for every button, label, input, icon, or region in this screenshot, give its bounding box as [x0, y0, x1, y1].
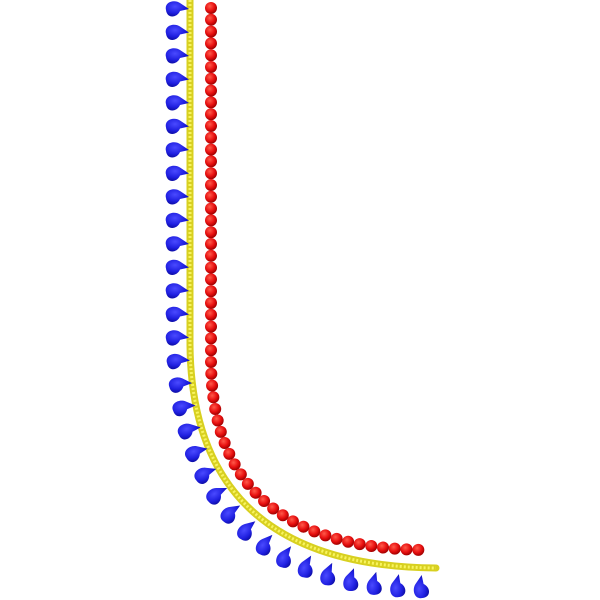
red-bead — [205, 332, 217, 345]
red-bead — [241, 477, 254, 490]
red-bead — [205, 344, 217, 357]
red-bead — [205, 190, 217, 203]
blue-teardrop — [165, 1, 189, 17]
blue-teardrop — [297, 555, 313, 578]
red-bead — [205, 143, 218, 156]
red-bead — [377, 541, 390, 554]
red-bead — [228, 458, 241, 471]
red-bead — [209, 402, 222, 415]
red-bead — [205, 320, 217, 333]
blue-teardrop — [165, 259, 189, 275]
red-bead — [412, 543, 425, 556]
red-bead — [205, 214, 217, 227]
red-bead — [205, 261, 217, 274]
red-bead — [205, 131, 218, 144]
red-bead — [342, 535, 355, 548]
red-bead — [205, 249, 217, 262]
blue-teardrop — [172, 400, 196, 417]
red-bead — [330, 532, 343, 545]
blue-teardrop — [320, 562, 336, 586]
red-bead — [205, 120, 218, 132]
red-bead — [205, 96, 218, 109]
red-bead — [205, 61, 218, 73]
red-bead — [205, 2, 217, 14]
red-bead — [223, 447, 236, 460]
red-bead — [205, 84, 218, 97]
blue-teardrop — [165, 48, 190, 64]
blue-teardrop — [165, 330, 190, 346]
blue-teardrop — [255, 534, 273, 556]
blue-teardrop — [177, 423, 201, 440]
blue-teardrop — [166, 353, 190, 370]
blue-teardrop — [165, 24, 190, 40]
blue-teardrop — [165, 236, 189, 252]
red-bead — [205, 155, 218, 168]
blue-teardrop — [343, 568, 359, 591]
blue-teardrop — [220, 505, 241, 524]
red-bead — [297, 520, 310, 533]
blue-teardrop — [165, 306, 189, 322]
red-bead — [353, 538, 366, 551]
blue-teardrop — [194, 467, 217, 484]
blue-teardrop — [165, 212, 189, 228]
red-bead — [267, 502, 280, 515]
red-bead — [388, 542, 401, 555]
red-bead-chain — [205, 2, 425, 556]
blue-teardrop — [413, 574, 430, 599]
blue-teardrop — [165, 95, 190, 111]
red-bead — [206, 379, 219, 392]
blue-teardrop — [165, 283, 189, 299]
red-bead — [211, 414, 224, 427]
red-bead — [205, 49, 218, 62]
red-bead — [205, 308, 217, 321]
blue-teardrop — [165, 165, 189, 181]
blue-teardrop — [165, 71, 190, 87]
blue-teardrop — [237, 521, 256, 541]
red-bead — [205, 356, 218, 368]
red-bead — [205, 13, 218, 26]
red-bead — [205, 25, 218, 38]
red-bead — [286, 515, 299, 528]
red-bead — [205, 273, 217, 286]
red-bead — [234, 468, 247, 481]
red-bead — [276, 509, 289, 522]
blue-teardrop — [206, 487, 228, 505]
red-bead — [205, 72, 218, 85]
red-bead — [205, 108, 218, 121]
red-bead — [218, 437, 231, 450]
red-bead — [258, 495, 271, 508]
red-bead — [205, 179, 218, 191]
red-bead — [205, 297, 217, 309]
yellow-cord-highlight — [188, 0, 437, 570]
red-bead — [214, 425, 227, 438]
red-bead — [205, 285, 217, 298]
blue-teardrop — [390, 574, 406, 598]
red-bead — [319, 529, 332, 542]
red-bead — [205, 367, 218, 380]
blue-teardrop — [276, 546, 292, 568]
red-bead — [205, 37, 218, 50]
blue-teardrop — [366, 571, 382, 595]
blue-teardrop — [185, 446, 208, 463]
blue-teardrop — [168, 377, 193, 393]
red-bead — [365, 540, 378, 553]
blue-teardrop — [165, 142, 190, 158]
red-bead — [249, 486, 262, 499]
red-bead — [207, 391, 220, 404]
red-bead — [205, 238, 217, 250]
blue-teardrop — [165, 189, 189, 205]
bead-guide — [211, 8, 430, 550]
blue-teardrop-fringe — [165, 1, 430, 599]
blue-teardrop — [165, 118, 190, 134]
red-bead — [308, 525, 321, 538]
red-bead — [400, 543, 413, 556]
red-bead — [205, 167, 218, 180]
red-bead — [205, 202, 217, 215]
red-bead — [205, 226, 217, 239]
